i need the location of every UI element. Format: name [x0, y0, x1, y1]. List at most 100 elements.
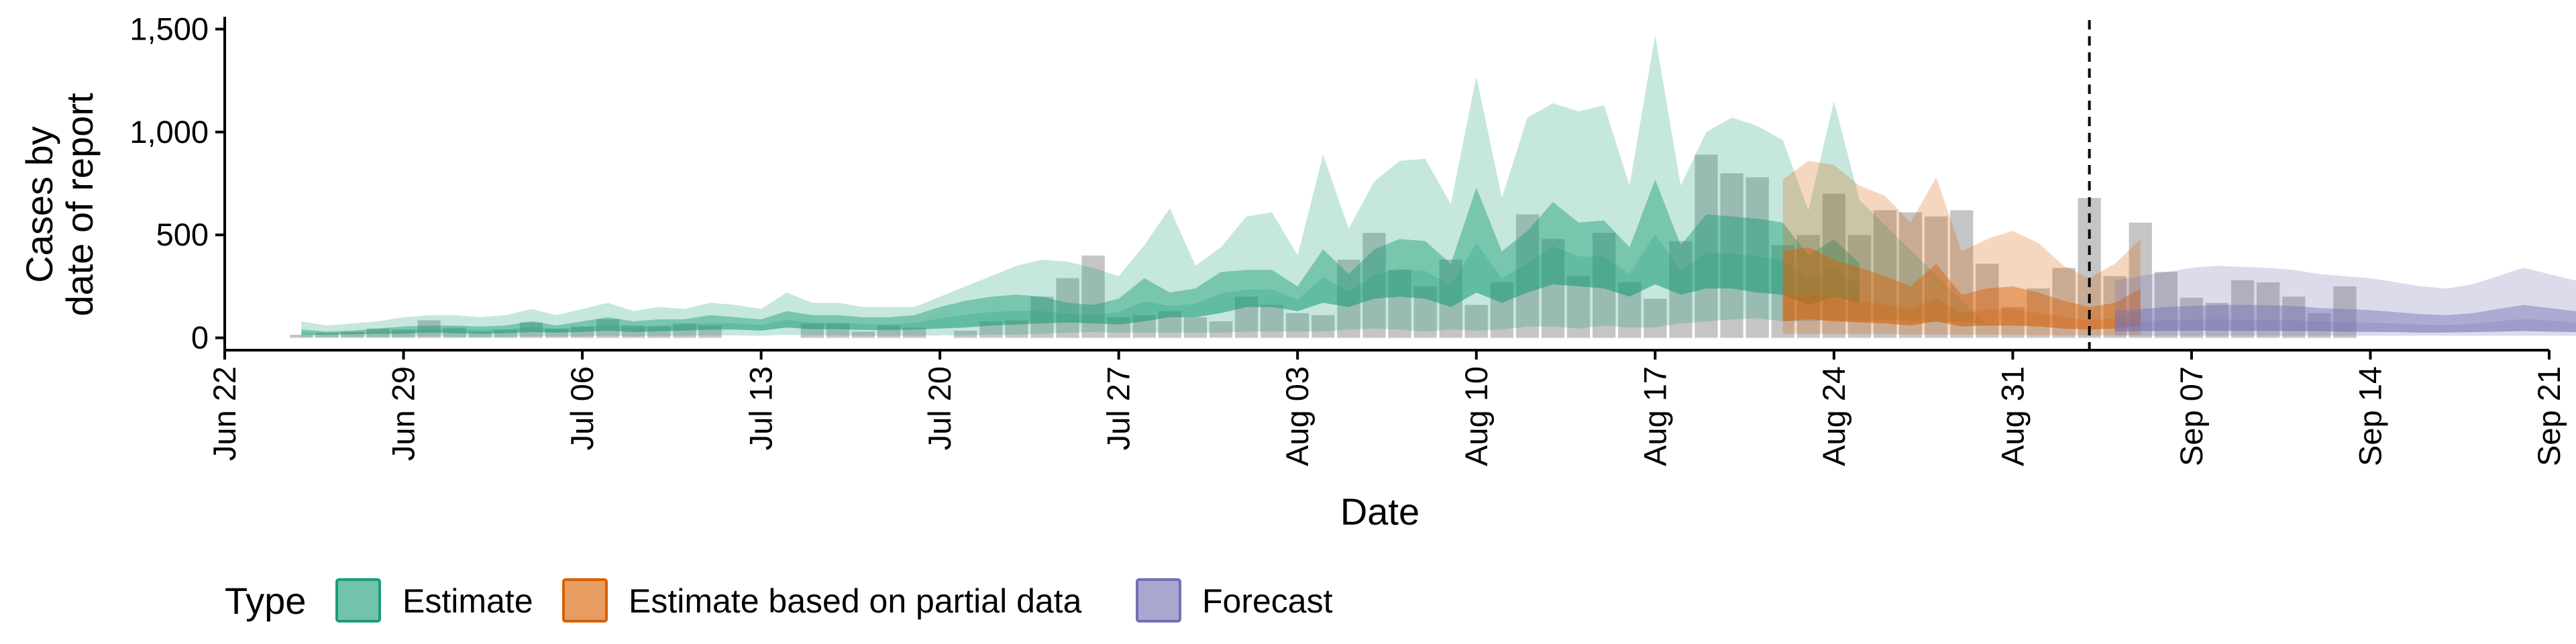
reported-cases-bar	[392, 329, 415, 338]
reported-cases-bar	[1976, 264, 1999, 338]
legend-item-partial: Estimate based on partial data	[562, 578, 1082, 623]
reported-cases-bar	[622, 325, 645, 338]
reported-cases-bar	[1005, 320, 1028, 338]
reported-cases-bar	[1107, 317, 1130, 338]
reported-cases-bar	[1925, 216, 1948, 338]
estimate-based-on-partial-data-90-ci	[1782, 160, 2141, 335]
reported-cases-bar	[1286, 313, 1309, 338]
reported-cases-bar	[290, 335, 313, 338]
estimate-90-ci	[301, 35, 1988, 337]
reported-cases-bar	[1515, 214, 1540, 338]
y-axis: 0 500 1,000 1,500	[129, 11, 226, 356]
reported-cases-bar	[1566, 276, 1591, 338]
reported-cases-bar	[494, 329, 517, 338]
reported-cases-bar	[468, 331, 492, 338]
x-tick-label: Aug 10	[1458, 366, 1494, 466]
reported-cases-bar	[1490, 282, 1513, 338]
legend-label-estimate: Estimate	[402, 582, 533, 620]
x-tick-label: Jul 27	[1101, 366, 1136, 450]
y-tick-label: 1,000	[129, 114, 209, 150]
legend-item-estimate: Estimate	[335, 578, 533, 623]
reported-cases-bar	[1746, 177, 1769, 338]
reported-cases-bar	[1260, 305, 1284, 338]
reported-cases-bar	[1796, 235, 1820, 338]
reported-cases-bar	[800, 323, 824, 338]
estimate-20-ci	[301, 233, 1860, 335]
estimate-based-on-partial-data-50-ci	[1782, 247, 2141, 330]
reported-cases-bar	[315, 332, 339, 338]
reported-cases-bar	[2180, 297, 2204, 338]
reported-cases-bar	[1541, 239, 1565, 338]
reported-cases-bar	[954, 330, 977, 338]
reported-cases-bar	[1695, 154, 1718, 338]
x-tick-label: Jul 13	[743, 366, 779, 450]
legend-label-partial: Estimate based on partial data	[629, 582, 1082, 620]
x-tick-label: Jun 22	[207, 366, 242, 461]
reported-cases-bar	[2001, 307, 2025, 338]
reported-cases-bar	[877, 325, 901, 338]
y-tick-label: 500	[156, 217, 209, 252]
reported-cases-bar	[2282, 297, 2306, 338]
reported-cases-bar	[826, 323, 849, 338]
reported-cases-bar	[2231, 280, 2255, 338]
x-tick-label: Aug 17	[1637, 366, 1672, 466]
legend-item-forecast: Forecast	[1136, 578, 1333, 623]
reported-cases-bar	[1669, 241, 1693, 338]
x-tick-label: Aug 31	[1994, 366, 2030, 466]
reported-cases-bar	[1056, 278, 1079, 338]
y-axis-title-line-1: Cases by	[18, 126, 60, 282]
y-tick-label: 1,500	[129, 11, 209, 46]
x-tick-label: Jul 20	[922, 366, 957, 450]
x-tick-label: Jun 29	[386, 366, 421, 461]
reported-cases-bar	[1439, 260, 1462, 338]
legend-key-estimate	[335, 578, 381, 623]
legend: Type Estimate Estimate based on partial …	[225, 578, 1333, 623]
reported-cases-bar	[519, 322, 543, 338]
legend-title: Type	[225, 580, 306, 622]
reported-cases-bar	[366, 328, 390, 338]
reported-cases-bar	[1132, 315, 1156, 338]
reported-cases-bar	[1847, 235, 1872, 338]
x-tick-label: Sep 21	[2531, 366, 2567, 466]
y-tick-label: 0	[191, 320, 209, 356]
x-tick-label: Aug 24	[1816, 366, 1851, 466]
reported-cases-bar	[902, 327, 926, 338]
forecast-90-ci	[2114, 266, 2576, 336]
reported-cases-bar	[1413, 286, 1437, 338]
reported-cases-bar	[1644, 299, 1667, 338]
reported-cases-bar	[2257, 282, 2280, 338]
reported-cases-bar	[1183, 317, 1208, 338]
reported-cases-bar	[2129, 222, 2152, 338]
reported-cases-bar	[1618, 282, 1642, 338]
reported-cases-bars	[290, 154, 2357, 338]
x-tick-label: Jul 06	[564, 366, 600, 450]
reported-cases-bar	[1234, 297, 1258, 338]
reported-cases-bar	[1337, 260, 1360, 338]
plot-area	[290, 20, 2576, 350]
reported-cases-bar	[673, 323, 696, 338]
reported-cases-bar	[2103, 276, 2127, 338]
reported-cases-bar	[596, 319, 620, 338]
reported-cases-bar	[2154, 272, 2178, 338]
reported-cases-bar	[1950, 210, 1974, 338]
reported-cases-bar	[2027, 288, 2050, 338]
reported-cases-bar	[443, 327, 466, 338]
reported-cases-bar	[1362, 233, 1386, 338]
reported-cases-bar	[1898, 212, 1923, 338]
reported-cases-bar	[570, 326, 594, 338]
estimate-ribbons	[301, 35, 2576, 337]
reported-cases-bar	[2333, 286, 2357, 338]
x-axis-title: Date	[1340, 490, 1419, 533]
legend-key-forecast	[1136, 578, 1181, 623]
reported-cases-bar	[698, 325, 722, 338]
reported-cases-bar	[979, 321, 1003, 338]
legend-key-partial	[562, 578, 608, 623]
x-tick-label: Aug 03	[1279, 366, 1315, 466]
reported-cases-bar	[417, 320, 441, 338]
forecast-20-ci	[2114, 319, 2576, 333]
reported-cases-bar	[1771, 245, 1794, 338]
forecast-50-ci	[2114, 305, 2576, 333]
reported-cases-bar	[1158, 311, 1181, 338]
legend-label-forecast: Forecast	[1202, 582, 1333, 620]
reported-cases-bar	[2308, 313, 2331, 338]
